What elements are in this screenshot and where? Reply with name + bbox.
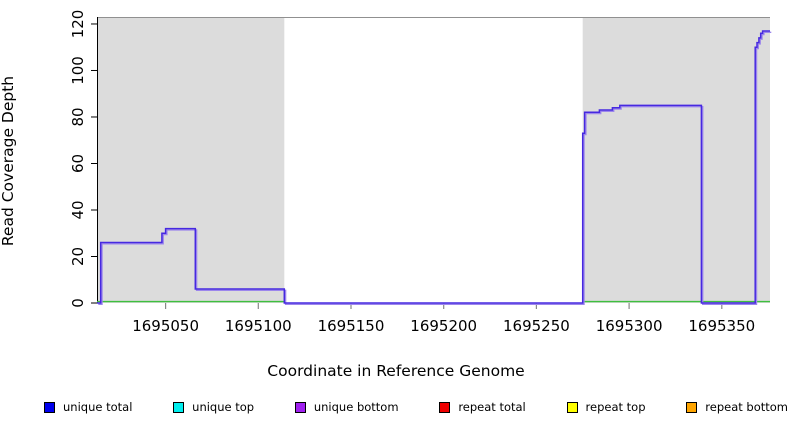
legend-item-repeat-bottom: repeat bottom	[686, 400, 788, 414]
y-tick-label: 80	[69, 107, 87, 126]
legend-swatch	[44, 401, 55, 413]
legend-label: repeat total	[458, 400, 526, 414]
legend-item-unique-bottom: unique bottom	[294, 400, 399, 414]
coverage-step-line	[97, 30, 770, 304]
legend-label: unique bottom	[313, 400, 399, 414]
x-axis-title: Coordinate in Reference Genome	[267, 362, 525, 380]
x-tick-label: 1695250	[503, 317, 570, 335]
y-tick-label: 100	[69, 56, 87, 85]
shaded-right	[582, 17, 770, 303]
legend-item-unique-total: unique total	[44, 400, 132, 414]
x-tick-label: 1695050	[132, 317, 199, 335]
legend-label: unique top	[192, 400, 255, 414]
legend-swatch	[566, 401, 578, 413]
legend-item-repeat-top: repeat top	[566, 400, 646, 414]
legend-label: unique total	[63, 400, 133, 414]
coverage-step-line-shadow	[98, 31, 772, 305]
legend-label: repeat bottom	[705, 400, 788, 414]
legend-swatch	[294, 401, 306, 413]
x-tick-label: 1695350	[688, 317, 755, 335]
legend-item-repeat-total: repeat total	[439, 400, 526, 414]
legend-label: repeat top	[585, 400, 646, 414]
x-tick-label: 1695200	[410, 317, 477, 335]
x-tick-label: 1695150	[318, 317, 385, 335]
legend-swatch	[439, 401, 451, 413]
legend-swatch	[173, 401, 185, 413]
legend-swatch	[686, 401, 698, 413]
x-tick-label: 1695300	[596, 317, 663, 335]
shaded-left	[97, 17, 285, 303]
legend-item-unique-top: unique top	[173, 400, 254, 414]
x-tick-label: 1695100	[225, 317, 292, 335]
legend: unique total unique top unique bottom repea…	[44, 397, 788, 417]
y-tick-label: 20	[69, 247, 87, 266]
y-tick-label: 60	[69, 154, 87, 173]
y-tick-label: 120	[69, 10, 87, 39]
y-axis-title: Read Coverage Depth	[0, 75, 17, 247]
y-tick-label: 0	[69, 298, 87, 308]
y-tick-label: 40	[69, 200, 87, 219]
